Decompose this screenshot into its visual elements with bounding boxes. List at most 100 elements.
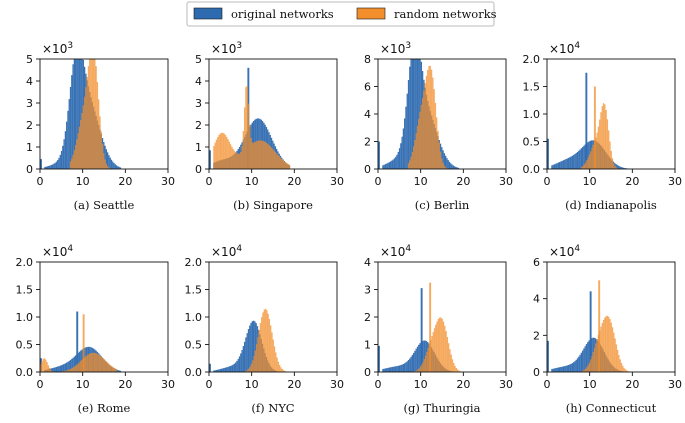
histogram-bar (615, 167, 618, 169)
histogram-bar (610, 322, 612, 372)
series-random-f (244, 308, 287, 372)
histogram-bar (567, 157, 570, 169)
histogram-bar (419, 343, 421, 372)
histogram-bar (92, 59, 95, 169)
x-tick-label: 0 (206, 378, 213, 391)
histogram-bar (248, 368, 250, 372)
histogram-bar (93, 352, 96, 372)
histogram-bar (96, 81, 99, 169)
histogram-bar (615, 344, 618, 372)
histogram-bar (101, 143, 104, 169)
x-tick-label: 10 (245, 378, 259, 391)
histogram-bar (106, 362, 108, 372)
histogram-bar (276, 357, 278, 372)
histogram-bar (432, 332, 434, 372)
histogram-bar (57, 160, 59, 169)
x-tick-label: 0 (375, 175, 382, 188)
x-tick-label: 10 (583, 378, 597, 391)
histogram-bar (60, 365, 63, 372)
histogram-bar (616, 350, 619, 372)
histogram-bar (268, 144, 270, 169)
histogram-bar (585, 344, 588, 372)
histogram-bar (108, 155, 110, 169)
histogram-bar (46, 362, 48, 372)
histogram-bar (426, 351, 428, 372)
histogram-bar (68, 369, 70, 372)
histogram-bar (393, 158, 396, 169)
histogram-bar (261, 317, 263, 372)
legend-box (186, 1, 495, 27)
y-multiplier-label: ×104 (211, 244, 242, 259)
y-tick-label: 0 (533, 366, 540, 379)
histogram-bar (592, 351, 594, 372)
histogram-bar (78, 126, 81, 169)
histogram-bar (250, 322, 252, 372)
histogram-bar (437, 319, 440, 372)
histogram-bar (51, 368, 54, 372)
histogram-bar (256, 140, 259, 169)
histogram-bar (627, 370, 629, 372)
histogram-bar (411, 151, 414, 169)
histogram-bar (419, 366, 422, 372)
histogram-bar (569, 364, 571, 372)
histogram-bar (252, 142, 255, 169)
histogram-bar (388, 162, 390, 169)
histogram-bar (604, 104, 606, 169)
caption-d: (d) Indianapolis (565, 198, 657, 212)
histogram-bar (59, 365, 61, 372)
x-tick-label: 0 (544, 378, 551, 391)
histogram-bar (608, 316, 610, 372)
histogram-bar (606, 119, 609, 169)
histogram-bar (119, 370, 122, 372)
histogram-bar (73, 150, 76, 169)
histogram-bar (64, 363, 67, 372)
x-tick-label: 30 (161, 378, 175, 391)
histogram-bar (288, 164, 291, 169)
histogram-bar (602, 103, 605, 169)
histogram-bar (259, 140, 261, 169)
histogram-bar (250, 363, 253, 372)
histogram-bar (69, 369, 71, 372)
histogram-bar (556, 367, 558, 372)
histogram-bar (605, 110, 607, 169)
histogram-bar (614, 338, 616, 372)
histogram-bar (613, 332, 615, 372)
histogram-bar (457, 167, 460, 169)
chart-panel-e: 0 10 20 30 0.0 0.5 1.0 1.5 2.0 ×104 (e) Rome (16, 244, 176, 415)
histogram-bar (615, 163, 617, 169)
histogram-bar (287, 164, 289, 169)
histogram-bar (401, 136, 403, 169)
y-tick-label: 1.0 (16, 311, 34, 324)
histogram-bar (87, 66, 90, 169)
histogram-bar (440, 317, 442, 372)
histogram-bar (245, 337, 247, 372)
histogram-bar (583, 348, 585, 372)
histogram-bar (560, 161, 562, 169)
histogram-bar (446, 158, 448, 169)
histogram-bar (584, 162, 587, 169)
histogram-bar (275, 352, 277, 372)
histogram-bar (418, 368, 420, 372)
histogram-bar (217, 137, 219, 169)
histogram-bar (423, 340, 425, 372)
histogram-bar (53, 163, 55, 169)
histogram-bar (445, 331, 447, 372)
histogram-bar (455, 368, 457, 372)
histogram-bar (69, 86, 72, 169)
histogram-bar (412, 352, 415, 372)
chart-panel-f: 0 10 20 30 0.0 0.5 1.0 1.5 2.0 ×104 (f) NYC (185, 244, 345, 415)
histogram-bar (74, 355, 77, 372)
histogram-bar (85, 87, 87, 169)
histogram-bar (115, 368, 117, 372)
histogram-bar (112, 161, 114, 169)
histogram-bar (98, 355, 101, 372)
histogram-bar (42, 358, 44, 372)
histogram-bar (396, 154, 398, 169)
histogram-bar (400, 143, 402, 169)
histogram-bar (54, 162, 56, 169)
histogram-bar (282, 160, 284, 169)
histogram-bar (249, 366, 251, 372)
histogram-bar (235, 152, 237, 169)
histogram-bar (51, 371, 53, 372)
histogram-bar (583, 164, 586, 169)
